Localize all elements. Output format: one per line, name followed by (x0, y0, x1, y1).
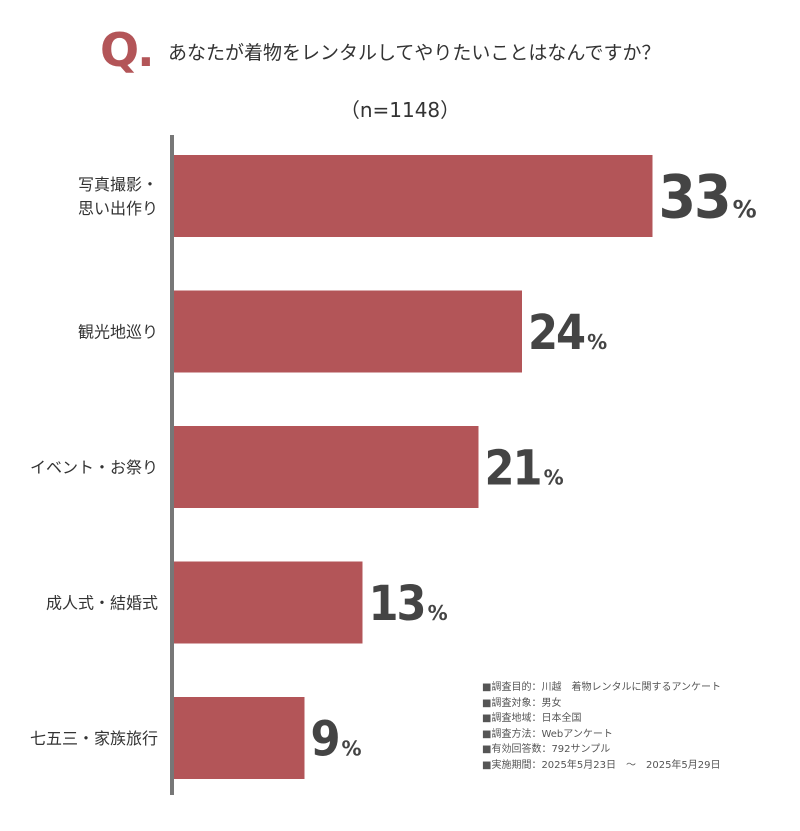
bar (174, 426, 479, 508)
category-label: 写真撮影・思い出作り (78, 175, 158, 218)
note-period: ■実施期間：2025年5月23日 〜 2025年5月29日 (482, 759, 721, 771)
category-label: イベント・お祭り (30, 458, 158, 477)
survey-notes: ■調査目的：川越 着物レンタルに関するアンケート ■調査対象：男女 ■調査地域：… (482, 680, 721, 773)
sample-size: （n=1148） (339, 98, 461, 122)
value-label: 24% (528, 305, 607, 361)
note-region: ■調査地域：日本全国 (482, 713, 582, 724)
value-label: 33% (659, 163, 757, 233)
value-label: 13% (369, 576, 448, 632)
bar (174, 290, 522, 373)
value-label: 9% (311, 711, 362, 767)
category-label: 観光地巡り (78, 323, 158, 342)
note-purpose: ■調査目的：川越 着物レンタルに関するアンケート (482, 682, 722, 693)
category-label: 成人式・結婚式 (46, 594, 158, 613)
note-responses: ■有効回答数：792サンプル (482, 744, 611, 755)
bar (174, 155, 653, 237)
bar (174, 697, 305, 779)
note-target: ■調査対象：男女 (482, 697, 562, 709)
note-method: ■調査方法：Webアンケート (482, 728, 613, 740)
bar (174, 561, 363, 644)
question-text: あなたが着物をレンタルしてやりたいことはなんですか？ (168, 42, 661, 64)
question-mark-label: Q. (100, 23, 155, 77)
value-label: 21% (485, 440, 564, 496)
category-label: 七五三・家族旅行 (30, 729, 158, 748)
